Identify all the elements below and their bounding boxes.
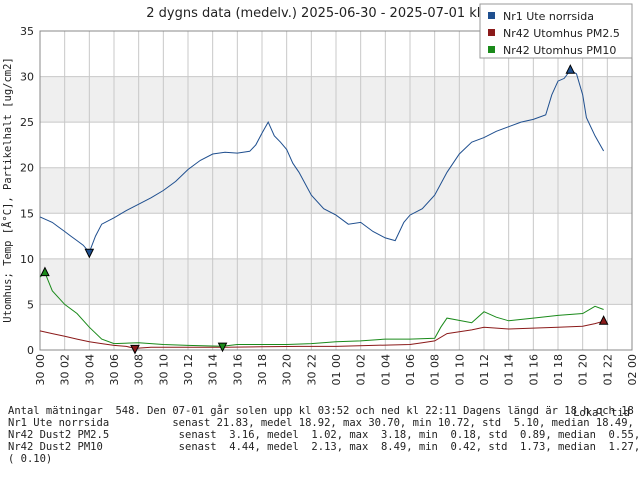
max-marker bbox=[598, 315, 609, 325]
footer-line: Nr1 Ute norrsida senast 21.83, medel 18.… bbox=[8, 417, 640, 429]
x-tick-label: 01 02 bbox=[355, 354, 368, 386]
legend-label: Nr1 Ute norrsida bbox=[503, 10, 594, 23]
footer-line: Antal mätningar 548. Den 07-01 går solen… bbox=[8, 404, 640, 417]
y-tick-label: 35 bbox=[20, 25, 34, 38]
min-marker bbox=[130, 344, 140, 355]
x-tick-label: 01 08 bbox=[429, 354, 442, 386]
plot-frame bbox=[39, 30, 633, 351]
x-tick-label: 30 00 bbox=[34, 354, 47, 386]
x-tick-label: 02 00 bbox=[626, 354, 639, 386]
y-tick-label: 0 bbox=[27, 344, 34, 357]
footer-line: Nr42 Dust2 PM10 senast 4.44, medel 2.13,… bbox=[8, 441, 640, 453]
max-marker bbox=[40, 266, 50, 277]
legend-swatch bbox=[488, 29, 495, 36]
min-marker bbox=[217, 342, 228, 353]
x-tick-label: 01 10 bbox=[453, 354, 466, 386]
x-tick-label: 30 20 bbox=[281, 354, 294, 386]
legend-label: Nr42 Utomhus PM2.5 bbox=[503, 27, 620, 40]
legend-swatch bbox=[488, 12, 495, 19]
max-marker bbox=[565, 64, 576, 74]
y-tick-label: 5 bbox=[27, 298, 34, 311]
x-tick-label: 30 10 bbox=[157, 354, 170, 386]
x-tick-label: 30 22 bbox=[305, 354, 318, 386]
footer-line: ( 0.10) bbox=[8, 453, 52, 465]
x-tick-label: 30 18 bbox=[256, 354, 269, 386]
x-tick-label: 01 16 bbox=[527, 354, 540, 386]
x-tick-label: 01 14 bbox=[503, 354, 516, 386]
legend-label: Nr42 Utomhus PM10 bbox=[503, 44, 616, 57]
x-tick-label: 01 06 bbox=[404, 354, 417, 386]
x-tick-label: 01 18 bbox=[552, 354, 565, 386]
y-tick-label: 15 bbox=[20, 207, 34, 220]
x-tick-label: 30 08 bbox=[133, 354, 146, 386]
y-axis-label: Utomhus; Temp [Å°C], Partikelhalt [ug/cm… bbox=[1, 57, 14, 323]
data-line bbox=[39, 271, 604, 347]
legend-box bbox=[479, 3, 633, 59]
x-tick-label: 01 12 bbox=[478, 354, 491, 386]
x-tick-label: 01 00 bbox=[330, 354, 343, 386]
x-tick-label: 30 02 bbox=[59, 354, 72, 386]
x-tick-label: 30 14 bbox=[207, 354, 220, 386]
plot-background bbox=[39, 30, 633, 351]
data-line bbox=[39, 320, 604, 349]
legend-swatch bbox=[488, 46, 495, 53]
data-line bbox=[39, 69, 605, 254]
y-tick-label: 25 bbox=[20, 116, 34, 129]
chart-title: 2 dygns data (medelv.) 2025-06-30 - 2025… bbox=[146, 6, 513, 21]
x-axis-label: Lokal tid bbox=[573, 407, 630, 419]
x-tick-label: 01 20 bbox=[577, 354, 590, 386]
y-tick-label: 10 bbox=[20, 253, 34, 266]
x-tick-label: 30 16 bbox=[231, 354, 244, 386]
min-marker bbox=[84, 248, 95, 259]
x-tick-label: 30 12 bbox=[182, 354, 195, 386]
x-tick-label: 30 04 bbox=[83, 354, 96, 386]
x-tick-label: 01 22 bbox=[601, 354, 614, 386]
y-tick-label: 30 bbox=[20, 71, 34, 84]
x-tick-label: 30 06 bbox=[108, 354, 121, 386]
y-tick-label: 20 bbox=[20, 162, 34, 175]
legend: Nr1 Ute norrsida Nr42 Utomhus PM2.5 Nr42 U… bbox=[479, 3, 633, 59]
x-tick-label: 01 04 bbox=[379, 354, 392, 386]
footer-line: Nr42 Dust2 PM2.5 senast 3.16, medel 1.02… bbox=[8, 429, 640, 441]
